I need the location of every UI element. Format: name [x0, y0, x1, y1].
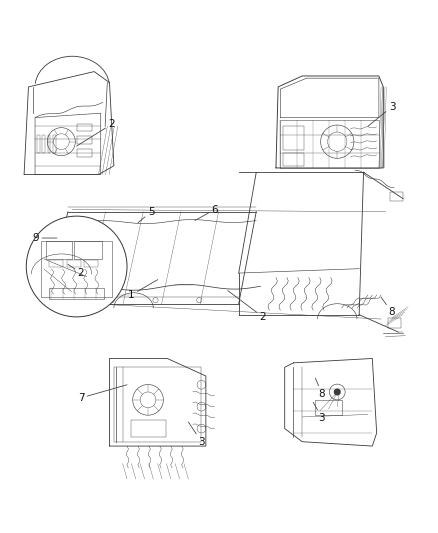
- Circle shape: [334, 389, 341, 395]
- Text: 6: 6: [195, 205, 218, 221]
- Text: 3: 3: [188, 422, 205, 447]
- Bar: [67, 261, 81, 266]
- Bar: [77, 124, 92, 131]
- Text: 8: 8: [315, 378, 325, 399]
- Bar: [315, 400, 342, 415]
- Bar: [49, 288, 104, 299]
- Text: 3: 3: [368, 102, 396, 126]
- Text: 5: 5: [138, 207, 155, 223]
- Bar: [77, 149, 92, 157]
- Bar: [390, 192, 403, 201]
- Bar: [53, 135, 56, 152]
- Text: 7: 7: [78, 385, 127, 403]
- Bar: [114, 367, 201, 442]
- Bar: [48, 135, 50, 152]
- Bar: [41, 241, 112, 297]
- Bar: [84, 261, 98, 266]
- Bar: [283, 126, 304, 150]
- Text: 2: 2: [77, 119, 115, 146]
- Bar: [283, 152, 304, 166]
- Circle shape: [26, 216, 127, 317]
- Text: 2: 2: [68, 264, 85, 278]
- Bar: [42, 135, 45, 152]
- Text: 3: 3: [313, 402, 325, 423]
- Bar: [46, 241, 71, 259]
- Bar: [388, 318, 401, 328]
- Bar: [77, 136, 92, 144]
- Text: 2: 2: [228, 290, 266, 322]
- Bar: [131, 420, 166, 437]
- Bar: [49, 261, 63, 266]
- Text: 1: 1: [128, 280, 158, 300]
- Bar: [37, 135, 40, 152]
- Bar: [74, 241, 102, 259]
- Text: 8: 8: [381, 297, 396, 318]
- Text: 9: 9: [32, 233, 57, 243]
